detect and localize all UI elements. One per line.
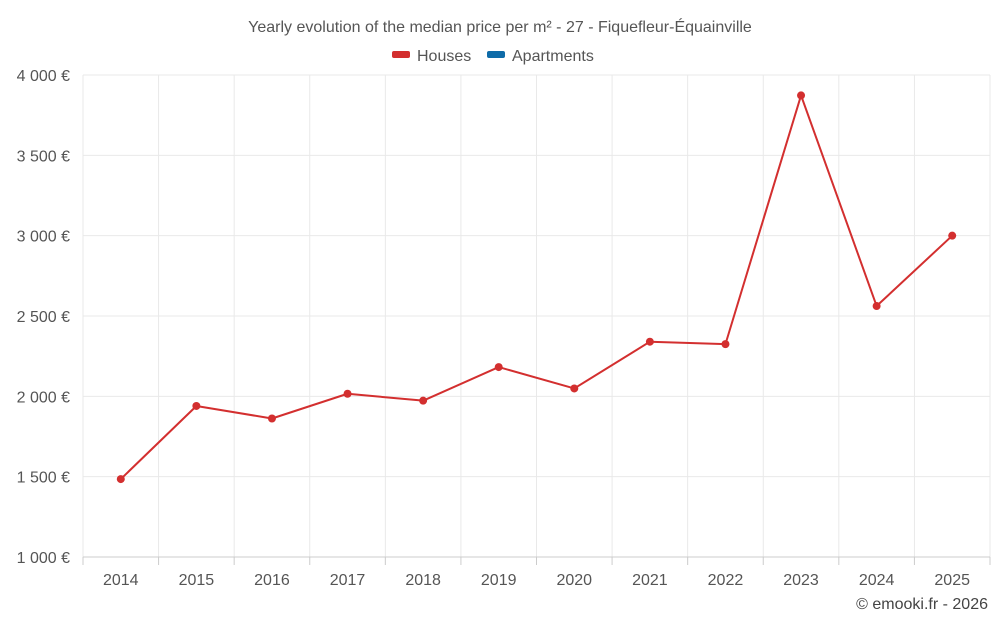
series-line-houses: [120, 94, 953, 480]
chart-title: Yearly evolution of the median price per…: [248, 17, 752, 36]
x-axis: 2014 2015 2016 2017 2018 2019 2020 2021 2022 2023…: [82, 556, 991, 589]
x-tick-label: 2015: [179, 572, 215, 589]
x-tick-label: 2017: [330, 572, 366, 589]
data-point-houses[interactable]: [948, 231, 957, 240]
data-point-houses[interactable]: [343, 389, 352, 398]
x-tick-label: 2016: [254, 572, 290, 589]
x-tick-label: 2018: [405, 572, 441, 589]
x-tick-label: 2021: [632, 572, 668, 589]
y-tick-label: 2 500 €: [17, 309, 70, 326]
data-point-houses[interactable]: [419, 396, 428, 405]
data-point-houses[interactable]: [192, 401, 201, 410]
y-tick-label: 1 000 €: [17, 550, 70, 567]
y-tick-label: 4 000 €: [17, 68, 70, 85]
data-point-houses[interactable]: [267, 414, 276, 423]
series-layer: [116, 91, 957, 484]
x-tick-label: 2019: [481, 572, 517, 589]
data-point-houses[interactable]: [721, 340, 730, 349]
y-tick-label: 3 000 €: [17, 229, 70, 246]
data-point-houses[interactable]: [797, 91, 806, 100]
data-point-houses[interactable]: [645, 337, 654, 346]
gridlines: [82, 74, 991, 557]
y-tick-label: 3 500 €: [17, 148, 70, 165]
x-tick-label: 2020: [556, 572, 592, 589]
data-point-houses[interactable]: [570, 384, 579, 393]
x-tick-label: 2023: [783, 572, 819, 589]
credit-text: © emooki.fr - 2026: [856, 596, 988, 613]
data-point-houses[interactable]: [116, 475, 125, 484]
legend-swatch-houses: [392, 51, 410, 58]
legend-label-houses: Houses: [417, 48, 471, 65]
y-axis: 1 000 € 1 500 € 2 000 € 2 500 € 3 000 € 3 500…: [17, 68, 70, 567]
x-tick-label: 2022: [708, 572, 744, 589]
legend-item-houses[interactable]: Houses: [392, 48, 471, 65]
x-tick-label: 2014: [103, 572, 139, 589]
data-point-houses[interactable]: [872, 302, 881, 311]
y-tick-label: 2 000 €: [17, 389, 70, 406]
legend-swatch-apartments: [487, 51, 505, 58]
legend-label-apartments: Apartments: [512, 48, 594, 65]
legend-item-apartments[interactable]: Apartments: [487, 48, 594, 65]
x-tick-label: 2024: [859, 572, 895, 589]
legend: Houses Apartments: [392, 48, 594, 65]
x-tick-label: 2025: [934, 572, 970, 589]
y-tick-label: 1 500 €: [17, 470, 70, 487]
data-point-houses[interactable]: [494, 363, 503, 372]
